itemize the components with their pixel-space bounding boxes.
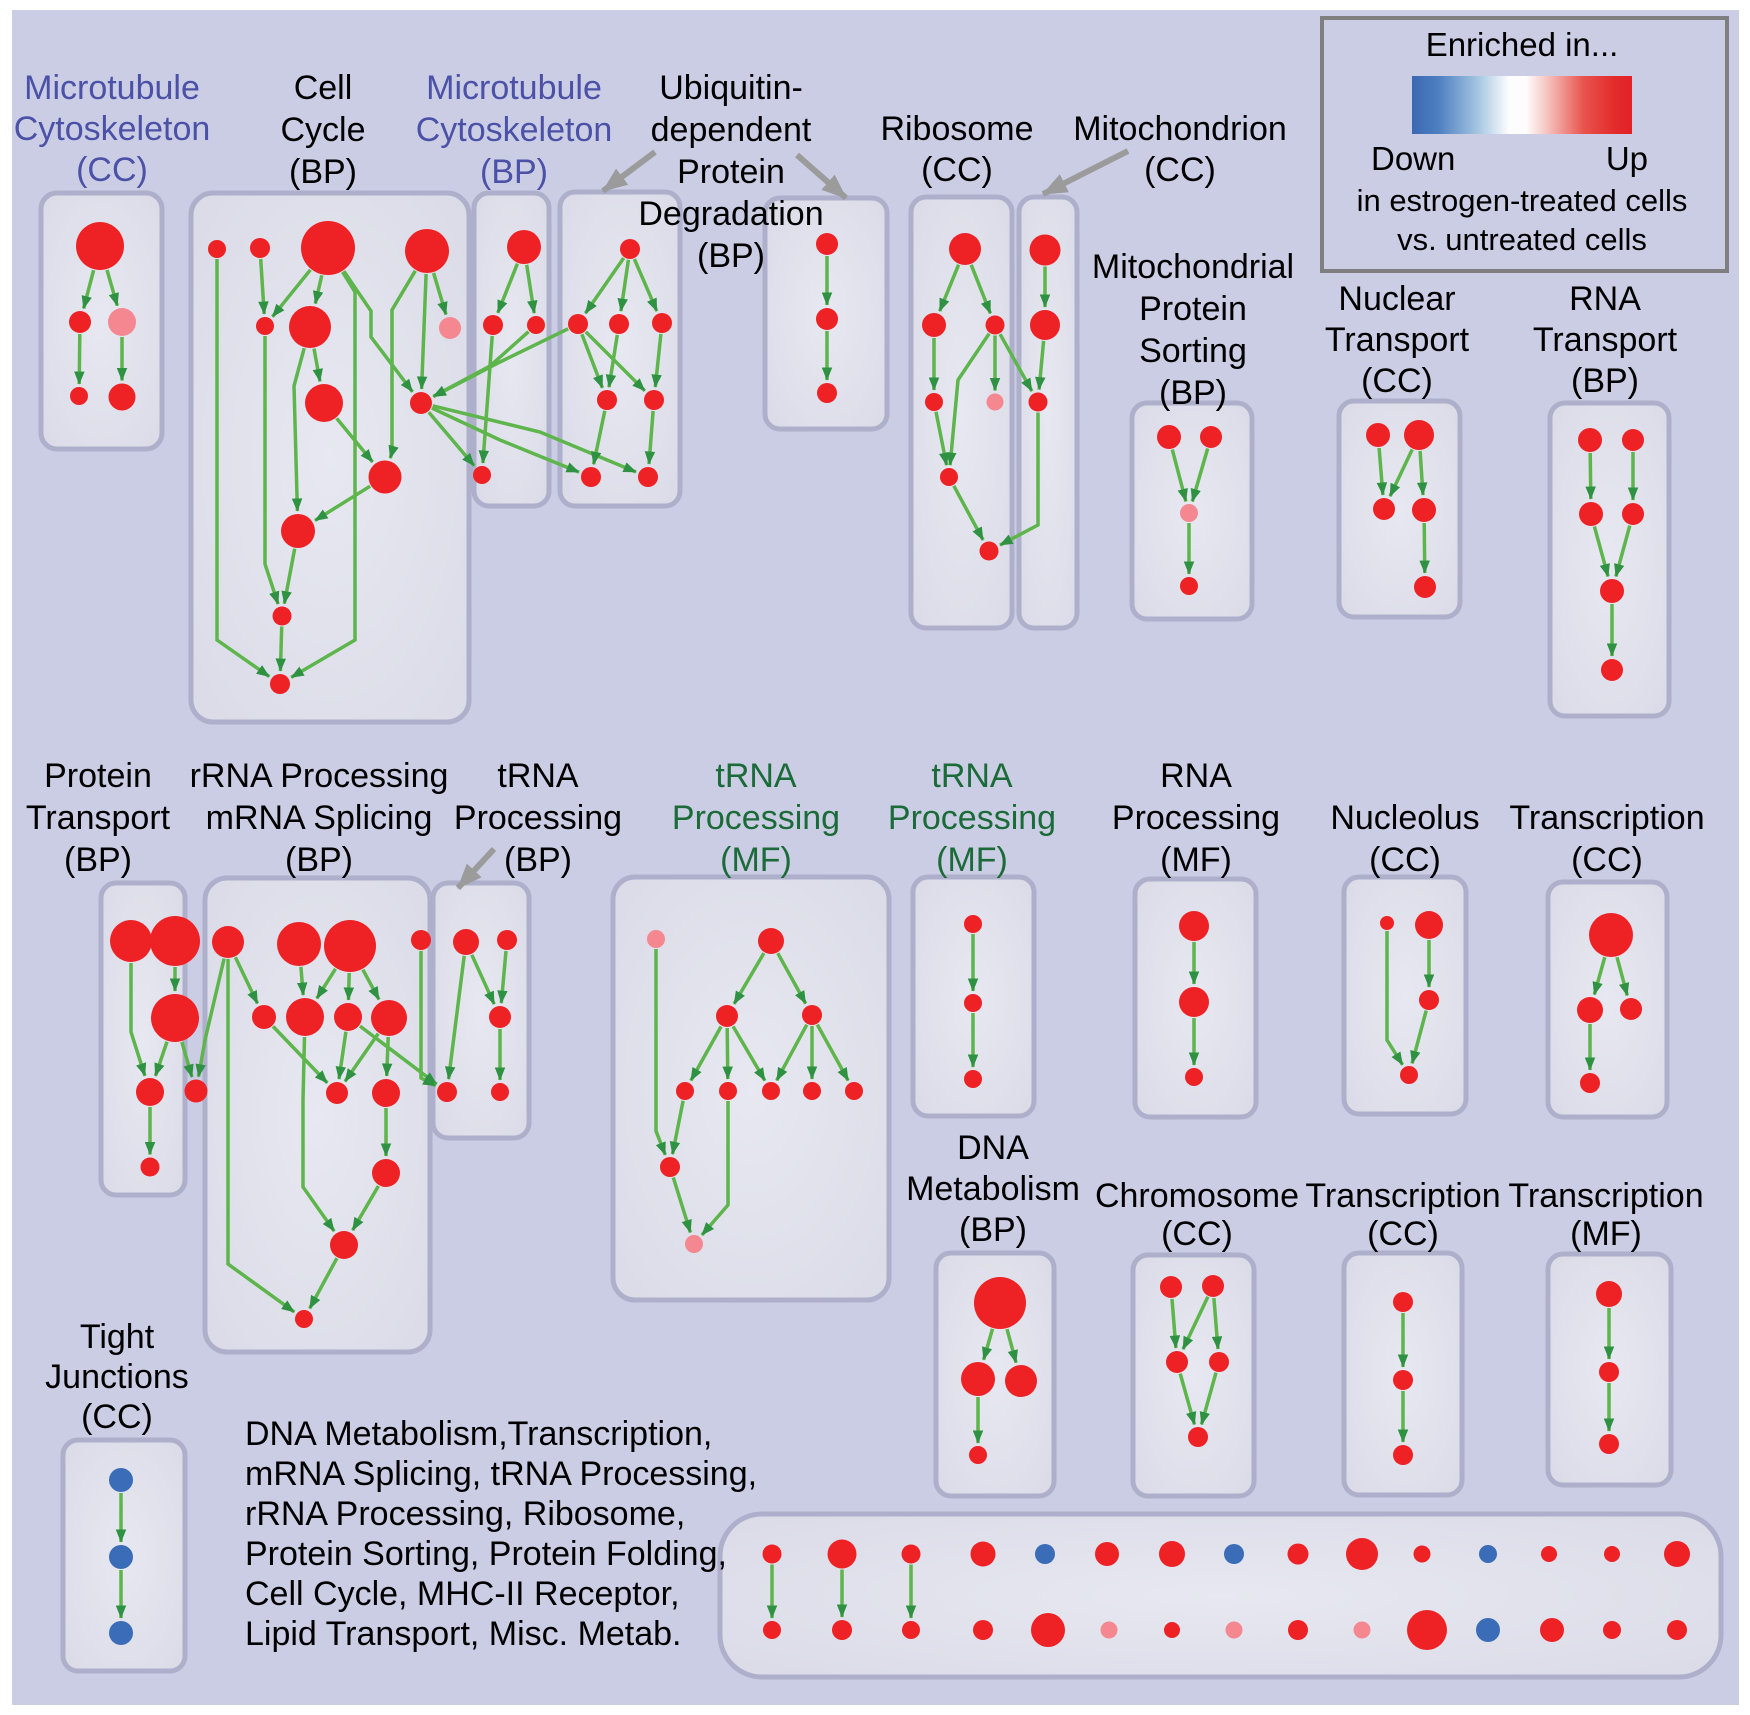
svg-text:Processing: Processing (1112, 799, 1280, 837)
svg-text:Transport: Transport (26, 799, 171, 837)
svg-text:Cell Cycle, MHC-II Receptor,: Cell Cycle, MHC-II Receptor, (245, 1575, 680, 1613)
svg-text:DNA Metabolism,Transcription,: DNA Metabolism,Transcription, (245, 1415, 712, 1453)
svg-text:tRNA: tRNA (931, 757, 1013, 795)
svg-text:Ubiquitin-: Ubiquitin- (659, 69, 803, 107)
svg-text:Chromosome: Chromosome (1095, 1177, 1299, 1215)
svg-text:Nuclear: Nuclear (1338, 280, 1455, 318)
svg-text:Transcription: Transcription (1509, 799, 1704, 837)
svg-text:Processing: Processing (454, 799, 622, 837)
svg-text:Protein Sorting, Protein Foldi: Protein Sorting, Protein Folding, (245, 1535, 727, 1573)
svg-text:Cell: Cell (294, 69, 353, 107)
svg-text:Junctions: Junctions (45, 1358, 189, 1396)
svg-text:DNA: DNA (957, 1129, 1029, 1167)
svg-text:(MF): (MF) (720, 841, 792, 879)
svg-text:(BP): (BP) (289, 153, 357, 191)
svg-text:rRNA Processing: rRNA Processing (190, 757, 449, 795)
svg-text:Cytoskeleton: Cytoskeleton (416, 111, 613, 149)
svg-text:rRNA Processing, Ribosome,: rRNA Processing, Ribosome, (245, 1495, 685, 1533)
svg-text:Protein: Protein (1139, 290, 1247, 328)
svg-text:Microtubule: Microtubule (426, 69, 602, 107)
svg-text:Nucleolus: Nucleolus (1330, 799, 1479, 837)
svg-text:in estrogen-treated cells: in estrogen-treated cells (1357, 183, 1688, 218)
svg-text:(BP): (BP) (64, 841, 132, 879)
svg-text:(CC): (CC) (1144, 151, 1216, 189)
svg-text:RNA: RNA (1569, 280, 1641, 318)
svg-text:(CC): (CC) (1369, 841, 1441, 879)
svg-text:(BP): (BP) (504, 841, 572, 879)
svg-text:Transport: Transport (1325, 321, 1470, 359)
svg-text:(MF): (MF) (1570, 1215, 1642, 1253)
svg-text:Transcription: Transcription (1508, 1177, 1703, 1215)
svg-text:Mitochondrion: Mitochondrion (1073, 110, 1287, 148)
svg-text:(BP): (BP) (1159, 374, 1227, 412)
svg-text:(CC): (CC) (76, 151, 148, 189)
svg-text:tRNA: tRNA (497, 757, 579, 795)
svg-text:(CC): (CC) (921, 151, 993, 189)
svg-text:tRNA: tRNA (715, 757, 797, 795)
svg-text:vs. untreated cells: vs. untreated cells (1397, 222, 1647, 257)
svg-text:(MF): (MF) (936, 841, 1008, 879)
svg-text:dependent: dependent (651, 111, 812, 149)
svg-text:Sorting: Sorting (1139, 332, 1247, 370)
svg-text:Cytoskeleton: Cytoskeleton (14, 110, 211, 148)
svg-text:(CC): (CC) (81, 1398, 153, 1436)
svg-text:(CC): (CC) (1367, 1215, 1439, 1253)
svg-text:Processing: Processing (888, 799, 1056, 837)
svg-text:Protein: Protein (677, 153, 785, 191)
svg-text:Microtubule: Microtubule (24, 69, 200, 107)
svg-text:mRNA Splicing, tRNA Processing: mRNA Splicing, tRNA Processing, (245, 1455, 757, 1493)
svg-text:Cycle: Cycle (280, 111, 365, 149)
svg-text:Metabolism: Metabolism (906, 1170, 1080, 1208)
svg-text:(BP): (BP) (1571, 362, 1639, 400)
svg-text:Down: Down (1371, 140, 1455, 177)
svg-text:(CC): (CC) (1161, 1215, 1233, 1253)
svg-text:Transcription: Transcription (1305, 1177, 1500, 1215)
svg-text:(MF): (MF) (1160, 841, 1232, 879)
svg-text:Lipid Transport, Misc. Metab.: Lipid Transport, Misc. Metab. (245, 1615, 682, 1653)
svg-text:Protein: Protein (44, 757, 152, 795)
svg-text:Enriched in...: Enriched in... (1426, 26, 1619, 63)
svg-text:(BP): (BP) (480, 153, 548, 191)
svg-text:Tight: Tight (80, 1318, 155, 1356)
svg-text:mRNA Splicing: mRNA Splicing (206, 799, 433, 837)
svg-text:(BP): (BP) (285, 841, 353, 879)
svg-text:Ribosome: Ribosome (880, 110, 1033, 148)
svg-text:(BP): (BP) (959, 1211, 1027, 1249)
svg-text:Processing: Processing (672, 799, 840, 837)
svg-text:(CC): (CC) (1361, 362, 1433, 400)
svg-text:(CC): (CC) (1571, 841, 1643, 879)
svg-text:(BP): (BP) (697, 237, 765, 275)
svg-text:Mitochondrial: Mitochondrial (1092, 248, 1294, 286)
svg-text:Transport: Transport (1533, 321, 1678, 359)
svg-text:Degradation: Degradation (638, 195, 823, 233)
svg-text:Up: Up (1606, 140, 1648, 177)
svg-text:RNA: RNA (1160, 757, 1232, 795)
